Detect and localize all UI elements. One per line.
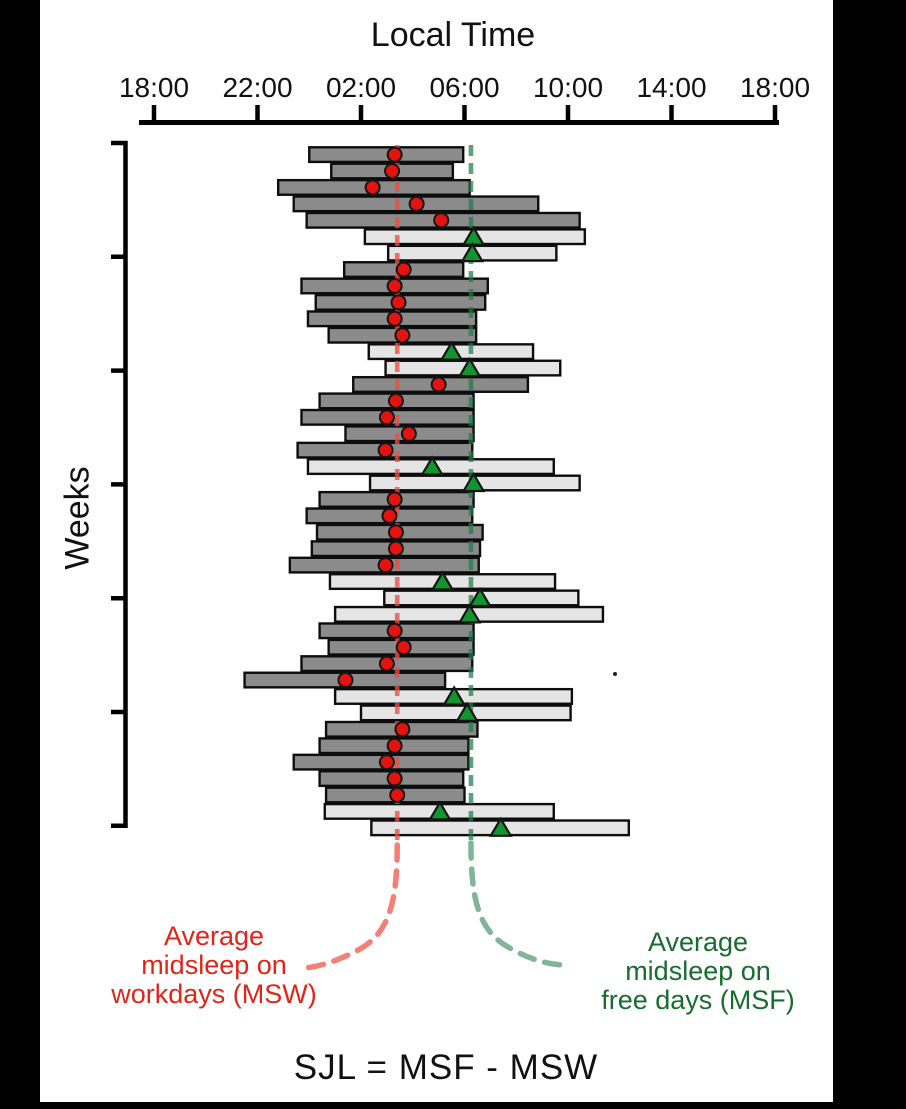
msw-leader-curve [303, 842, 400, 971]
msf-marker-triangle [442, 685, 467, 706]
msf-leader-curve [468, 840, 565, 968]
x-tick-label: 22:00 [222, 72, 293, 103]
msf-marker-triangle [430, 570, 455, 591]
msw-marker-dot [386, 310, 403, 327]
msw-marker-dot [395, 639, 412, 656]
msw-marker-dot [337, 672, 354, 689]
x-tick-label: 06:00 [429, 72, 500, 103]
chart-title: Local Time [370, 16, 536, 54]
msw-marker-dot [394, 721, 411, 738]
msw-marker-dot [378, 655, 395, 672]
msf-marker-triangle [460, 241, 485, 263]
msw-marker-dot [395, 261, 412, 278]
msw-marker-dot [387, 392, 404, 409]
msw-legend-line3: workdays (MSW) [111, 979, 317, 1009]
msw-marker-dot [389, 786, 406, 803]
msf-marker-triangle [468, 586, 492, 608]
msw-marker-dot [390, 294, 407, 311]
msw-marker-dot [387, 540, 404, 557]
msw-marker-dot [430, 376, 447, 393]
msw-marker-dot [394, 327, 411, 344]
sjl-formula: SJL = MSF - MSW [293, 1048, 599, 1087]
x-tick-label: 14:00 [636, 72, 707, 103]
msw-marker-dot [387, 524, 404, 541]
msw-marker-dot [386, 146, 403, 163]
sleep-bar-workday [308, 146, 465, 164]
msw-marker-dot [386, 622, 403, 639]
msw-marker-dot [386, 277, 403, 294]
msf-marker-triangle [457, 356, 482, 378]
msw-marker-dot [381, 507, 398, 524]
x-tick-label: 18:00 [118, 72, 190, 103]
speck-artifact [613, 672, 617, 676]
msf-marker-triangle [455, 701, 480, 722]
msw-marker-dot [377, 557, 394, 574]
msf-legend-line2: midsleep on [625, 956, 771, 986]
msw-marker-dot [386, 491, 403, 508]
msf-legend-line1: Average [647, 927, 749, 957]
msf-marker-triangle [488, 816, 513, 837]
msw-legend-line1: Average [163, 921, 265, 951]
msw-legend-line2: midsleep on [141, 950, 287, 980]
msw-marker-dot [364, 179, 381, 196]
x-tick-label: 10:00 [532, 72, 604, 103]
msw-marker-dot [377, 442, 394, 459]
msw-marker-dot [400, 425, 417, 442]
x-tick-label: 18:00 [739, 72, 811, 103]
msf-marker-triangle [427, 800, 452, 821]
x-tick-label: 02:00 [325, 72, 397, 103]
msf-marker-triangle [420, 455, 445, 476]
msf-legend-line3: free days (MSF) [601, 985, 795, 1015]
msw-marker-dot [386, 770, 403, 787]
msw-marker-dot [386, 737, 403, 754]
msf-marker-triangle [461, 471, 486, 493]
msw-marker-dot [384, 163, 401, 180]
msw-marker-dot [378, 409, 395, 426]
msw-marker-dot [378, 754, 395, 771]
msf-marker-triangle [439, 340, 464, 361]
msf-legend-label: Average midsleep on free days (MSF) [601, 928, 795, 1015]
msw-marker-dot [433, 212, 450, 229]
msw-legend-label: Average midsleep on workdays (MSW) [111, 922, 317, 1009]
msf-marker-triangle [457, 603, 482, 624]
msw-marker-dot [408, 195, 425, 212]
